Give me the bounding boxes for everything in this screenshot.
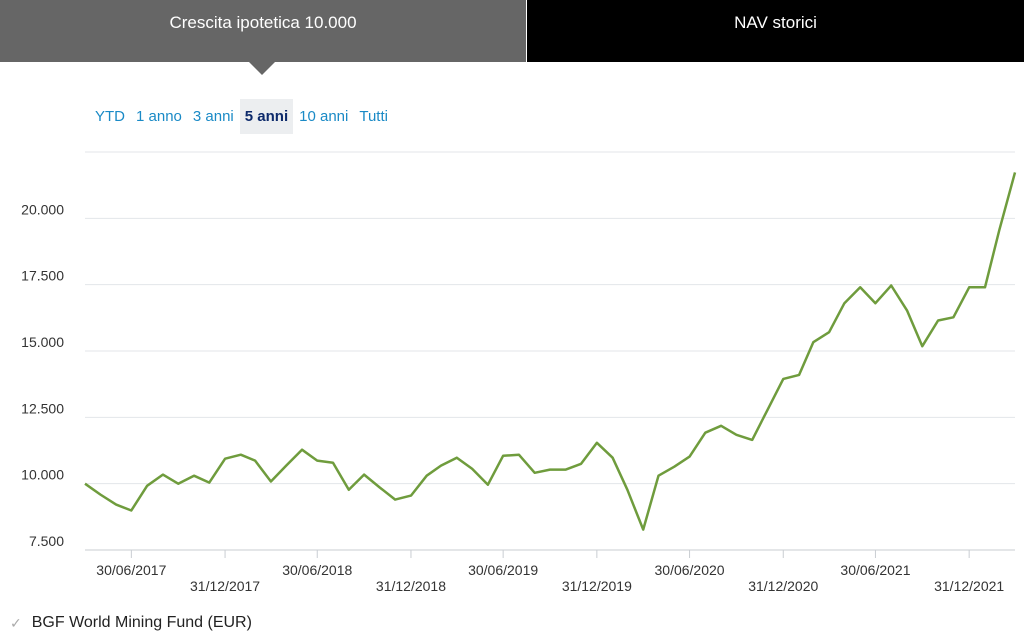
range-button[interactable]: 1 anno (136, 108, 182, 125)
x-tick-label: 31/12/2019 (562, 578, 632, 594)
data-line (84, 172, 1017, 531)
range-button[interactable]: 3 anni (192, 108, 234, 125)
x-tick-label: 30/06/2019 (468, 562, 538, 578)
x-tick-label: 31/12/2020 (748, 578, 818, 594)
y-tick-label: 7.500 (29, 533, 64, 549)
legend-check: ✓ (10, 614, 22, 631)
tab-caret (249, 62, 275, 75)
x-tick-label: 31/12/2017 (190, 578, 260, 594)
legend-label: BGF World Mining Fund (EUR) (31, 614, 252, 631)
range-button[interactable]: Tutti (359, 108, 388, 125)
x-tick-label: 31/12/2018 (376, 578, 446, 594)
range-button[interactable]: YTD (95, 108, 125, 125)
y-tick-label: 12.500 (21, 400, 64, 416)
y-tick-label: 15.000 (21, 334, 64, 350)
range-selector: YTD 1 anno 3 anni 5 anni 10 anni Tutti (90, 99, 394, 134)
y-tick-label: 17.500 (21, 268, 64, 284)
x-tick-label: 31/12/2021 (934, 578, 1004, 594)
range-button[interactable]: 5 anni (239, 99, 294, 134)
x-tick-label: 30/06/2018 (282, 562, 352, 578)
tab[interactable]: Crescita ipotetica 10.000 (0, 0, 526, 62)
y-tick-label: 10.000 (21, 467, 64, 483)
legend[interactable]: ✓ BGF World Mining Fund (EUR) (10, 614, 252, 632)
tab[interactable]: NAV storici (527, 0, 1024, 62)
x-tick-label: 30/06/2020 (655, 562, 725, 578)
range-button[interactable]: 10 anni (299, 108, 349, 125)
x-tick-label: 30/06/2021 (840, 562, 910, 578)
x-tick-label: 30/06/2017 (96, 562, 166, 578)
y-tick-label: 20.000 (21, 201, 64, 217)
